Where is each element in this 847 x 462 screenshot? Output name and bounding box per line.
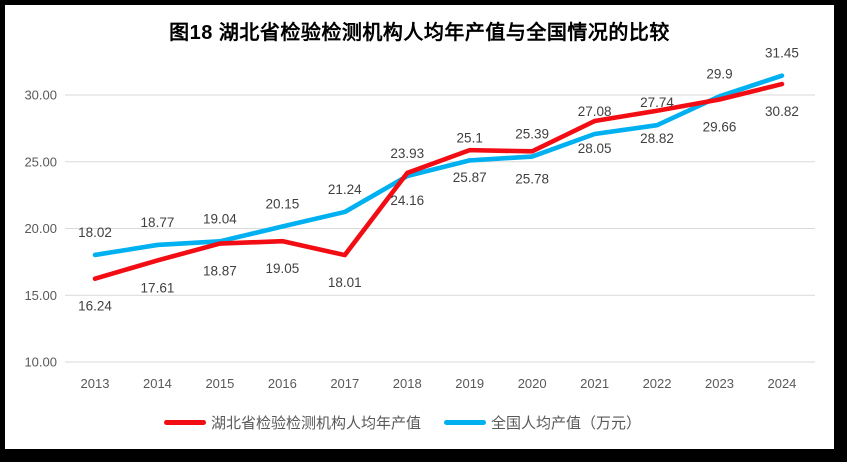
data-label-series-0: 24.16 — [390, 193, 424, 208]
x-tick-label: 2022 — [643, 376, 672, 391]
x-tick-label: 2020 — [518, 376, 547, 391]
legend-swatch-hubei — [163, 419, 206, 425]
data-label-series-1: 25.39 — [515, 127, 549, 142]
data-label-series-0: 18.87 — [203, 264, 237, 279]
data-label-series-1: 25.1 — [457, 130, 483, 145]
x-tick-label: 2016 — [268, 376, 297, 391]
y-tick-label: 10.00 — [24, 355, 57, 370]
data-label-series-1: 20.15 — [265, 196, 299, 211]
legend-label-national: 全国人均产值（万元） — [491, 414, 642, 432]
data-label-series-0: 25.78 — [515, 171, 549, 186]
data-label-series-1: 19.04 — [203, 211, 237, 226]
y-tick-label: 30.00 — [24, 88, 57, 103]
data-label-series-0: 19.05 — [265, 261, 299, 276]
legend-swatch-national — [444, 419, 486, 425]
legend-label-hubei: 湖北省检验检测机构人均年产值 — [210, 414, 421, 432]
data-label-series-0: 29.66 — [703, 120, 737, 135]
x-tick-label: 2015 — [205, 376, 234, 391]
data-label-series-0: 28.82 — [640, 131, 674, 146]
y-tick-label: 15.00 — [24, 288, 57, 303]
chart-title: 图18 湖北省检验检测机构人均年产值与全国情况的比较 — [169, 22, 670, 44]
data-label-series-1: 31.45 — [765, 46, 799, 61]
y-tick-label: 20.00 — [24, 221, 57, 236]
legend: 湖北省检验检测机构人均年产值 全国人均产值（万元） — [5, 409, 834, 435]
data-label-series-1: 27.08 — [578, 104, 612, 119]
series-line-0 — [92, 81, 785, 281]
data-label-series-1: 18.77 — [141, 215, 175, 230]
x-tick-label: 2013 — [81, 376, 110, 391]
data-label-series-1: 27.74 — [640, 95, 674, 110]
line-chart: 10.00 15.00 20.00 25.00 30.00 2013 2014 2015 201… — [24, 46, 815, 391]
data-label-series-0: 18.01 — [328, 275, 362, 290]
data-label-series-0: 28.05 — [578, 141, 612, 156]
x-tick-label: 2014 — [143, 376, 172, 391]
data-label-series-1: 23.93 — [390, 146, 424, 161]
series-line-1 — [92, 73, 785, 258]
data-label-series-0: 30.82 — [765, 104, 799, 119]
x-tick-label: 2019 — [455, 376, 484, 391]
data-label-series-0: 25.87 — [453, 170, 487, 185]
x-tick-label: 2018 — [393, 376, 422, 391]
x-tick-label: 2017 — [330, 376, 359, 391]
data-label-series-0: 16.24 — [78, 299, 112, 314]
y-tick-label: 25.00 — [24, 154, 57, 169]
x-tick-label: 2023 — [705, 376, 734, 391]
data-label-series-1: 21.24 — [328, 182, 362, 197]
x-tick-label: 2021 — [580, 376, 609, 391]
x-tick-label: 2024 — [767, 376, 796, 391]
data-label-series-0: 17.61 — [141, 280, 175, 295]
data-label-series-1: 18.02 — [78, 225, 112, 240]
data-label-series-1: 29.9 — [706, 66, 732, 81]
